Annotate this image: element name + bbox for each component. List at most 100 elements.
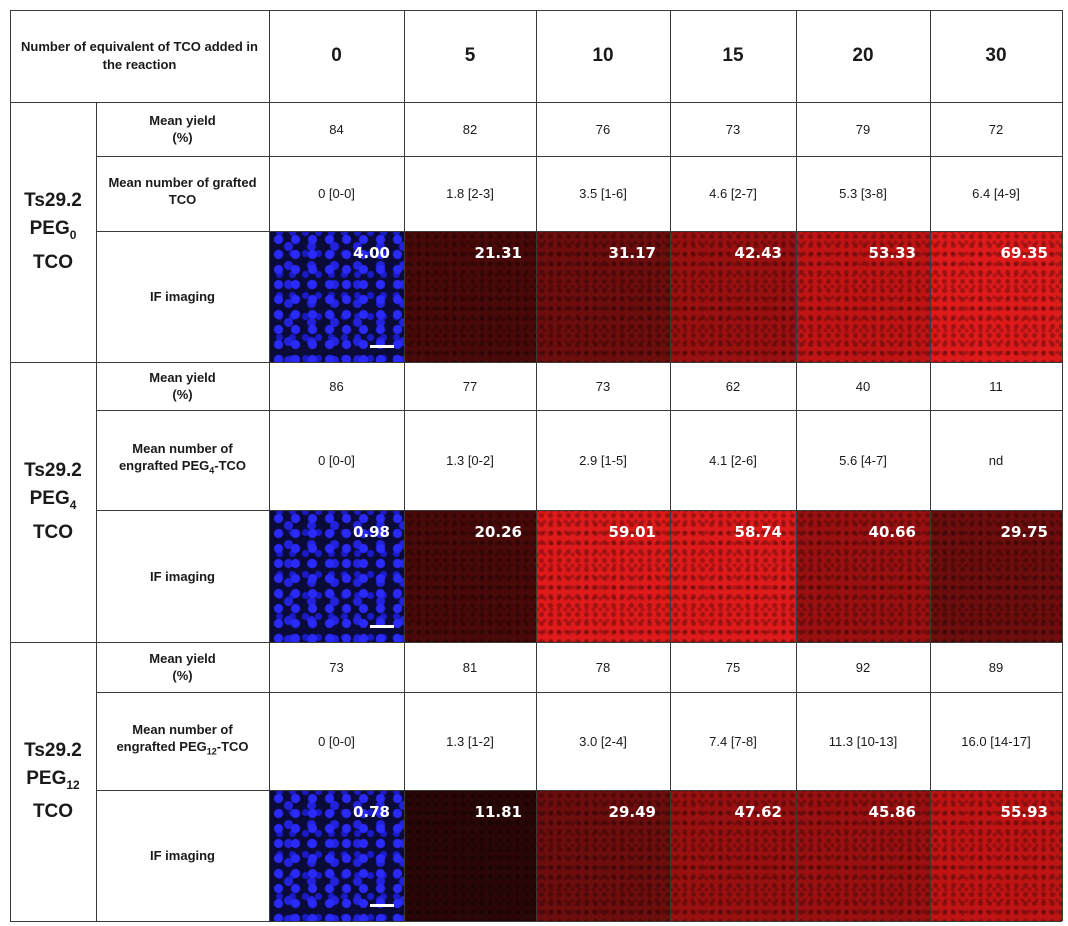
peg-subscript: 0 bbox=[69, 227, 77, 242]
intensity-value: 45.86 bbox=[868, 803, 916, 821]
if-imaging-label: IF imaging bbox=[150, 289, 215, 304]
yield-value: 81 bbox=[462, 659, 478, 675]
if-micrograph: 29.49 bbox=[537, 791, 670, 921]
intensity-value: 0.98 bbox=[352, 523, 390, 541]
group-label: Ts29.2 PEG0 TCO bbox=[10, 102, 96, 362]
graft-number-value: 4.1 [2-6] bbox=[709, 452, 757, 468]
intensity-value: 21.31 bbox=[474, 244, 522, 262]
if-micrograph: 59.01 bbox=[537, 511, 670, 642]
group-suffix: TCO bbox=[32, 521, 74, 543]
peg-base: PEG bbox=[29, 488, 70, 510]
header-label: Number of equivalent of TCO added in the… bbox=[21, 39, 258, 72]
if-micrograph: 29.75 bbox=[931, 511, 1062, 642]
graft-number-value: 0 [0-0] bbox=[318, 452, 355, 468]
header-equivalent-2: 10 bbox=[592, 45, 614, 66]
yield-value: 73 bbox=[725, 121, 741, 137]
yield-value: 11 bbox=[989, 378, 1003, 394]
yield-value: 79 bbox=[855, 121, 871, 137]
yield-value: 75 bbox=[725, 659, 741, 675]
group-peg: PEG4 bbox=[30, 485, 77, 519]
group-suffix: TCO bbox=[32, 801, 74, 823]
if-micrograph: 45.86 bbox=[797, 791, 930, 921]
scale-bar bbox=[370, 345, 394, 348]
intensity-value: 59.01 bbox=[608, 523, 656, 541]
group-suffix: TCO bbox=[32, 251, 74, 273]
intensity-value: 20.26 bbox=[474, 523, 522, 541]
header-equivalent-1: 5 bbox=[464, 45, 476, 66]
mean-number-label-end: -TCO bbox=[214, 458, 247, 474]
intensity-value: 29.75 bbox=[1000, 523, 1048, 541]
graft-number-value: 16.0 [14-17] bbox=[961, 733, 1031, 749]
if-micrograph: 40.66 bbox=[797, 511, 930, 642]
if-micrograph: 58.74 bbox=[671, 511, 796, 642]
graft-number-value: 0 [0-0] bbox=[318, 186, 355, 201]
if-imaging-label: IF imaging bbox=[150, 568, 215, 584]
scale-bar bbox=[370, 904, 394, 907]
intensity-value: 4.00 bbox=[352, 244, 390, 262]
intensity-value: 0.78 bbox=[352, 803, 390, 821]
peg-base: PEG bbox=[29, 218, 70, 240]
header-equivalent-3: 15 bbox=[722, 45, 744, 66]
if-micrograph: 55.93 bbox=[931, 791, 1062, 921]
yield-value: 78 bbox=[595, 659, 611, 675]
mean-number-label: Mean number of engrafted PEG4-TCO bbox=[96, 410, 269, 510]
mean-number-label-main: Mean number of engrafted PEG bbox=[118, 441, 233, 474]
graft-number-value: 0 [0-0] bbox=[318, 733, 355, 749]
yield-value: 76 bbox=[595, 121, 611, 137]
if-micrograph: 11.81 bbox=[405, 791, 536, 921]
yield-value: 86 bbox=[329, 378, 344, 394]
yield-value: 62 bbox=[725, 378, 741, 394]
peg-base: PEG bbox=[26, 767, 67, 789]
mean-number-label-main: Mean number of engrafted PEG bbox=[116, 722, 233, 755]
graft-number-value: 2.9 [1-5] bbox=[579, 452, 627, 468]
yield-value: 73 bbox=[595, 378, 611, 394]
if-micrograph: 20.26 bbox=[405, 511, 536, 642]
if-micrograph: 69.35 bbox=[931, 232, 1062, 362]
graft-number-value: 7.4 [7-8] bbox=[709, 733, 757, 749]
mean-yield-label: Mean yield (%) bbox=[149, 113, 216, 145]
yield-value: 82 bbox=[462, 121, 478, 137]
if-micrograph: 53.33 bbox=[797, 232, 930, 362]
scale-bar bbox=[370, 625, 394, 628]
intensity-value: 53.33 bbox=[868, 244, 916, 262]
group-peg: PEG0 bbox=[30, 215, 77, 249]
header-equivalent-5: 30 bbox=[985, 45, 1007, 66]
yield-value: 84 bbox=[329, 121, 344, 137]
mean-yield-label: Mean yield (%) bbox=[149, 651, 216, 683]
header-equivalent-4: 20 bbox=[852, 45, 874, 66]
if-micrograph: 31.17 bbox=[537, 232, 670, 362]
graft-number-value: 1.8 [2-3] bbox=[446, 186, 494, 201]
intensity-value: 47.62 bbox=[734, 803, 782, 821]
mean-number-label: Mean number of engrafted PEG12-TCO bbox=[96, 692, 269, 790]
group-peg: PEG12 bbox=[26, 765, 79, 799]
graft-number-value: 6.4 [4-9] bbox=[972, 186, 1020, 201]
yield-value: 77 bbox=[462, 378, 478, 394]
yield-value: 73 bbox=[329, 659, 344, 675]
graft-number-value: nd bbox=[988, 452, 1004, 468]
mean-number-label-subscript: 4 bbox=[209, 465, 215, 476]
dapi-micrograph: 0.98 bbox=[270, 511, 404, 642]
header-equivalent-0: 0 bbox=[331, 45, 342, 66]
intensity-value: 42.43 bbox=[734, 244, 782, 262]
mean-number-label: Mean number of grafted TCO bbox=[96, 156, 269, 231]
group-name: Ts29.2 bbox=[24, 460, 82, 482]
group-label: Ts29.2 PEG12 TCO bbox=[10, 642, 96, 921]
if-micrograph: 47.62 bbox=[671, 791, 796, 921]
graft-number-value: 3.0 [2-4] bbox=[579, 733, 627, 749]
peg-subscript: 12 bbox=[66, 777, 80, 792]
graft-number-value: 1.3 [0-2] bbox=[446, 452, 494, 468]
intensity-value: 29.49 bbox=[608, 803, 656, 821]
results-table: Number of equivalent of TCO added in the… bbox=[10, 10, 1063, 922]
intensity-value: 40.66 bbox=[868, 523, 916, 541]
dapi-micrograph: 4.00 bbox=[270, 232, 404, 362]
group-label: Ts29.2 PEG4 TCO bbox=[10, 362, 96, 642]
group-name: Ts29.2 bbox=[24, 739, 82, 761]
graft-number-value: 1.3 [1-2] bbox=[446, 733, 494, 749]
mean-number-label-main: Mean number of grafted TCO bbox=[108, 174, 257, 207]
graft-number-value: 5.3 [3-8] bbox=[839, 186, 887, 201]
if-micrograph: 21.31 bbox=[405, 232, 536, 362]
intensity-value: 11.81 bbox=[474, 803, 522, 821]
if-imaging-label: IF imaging bbox=[150, 848, 215, 863]
mean-yield-label: Mean yield (%) bbox=[149, 370, 216, 402]
group-name: Ts29.2 bbox=[24, 190, 82, 212]
